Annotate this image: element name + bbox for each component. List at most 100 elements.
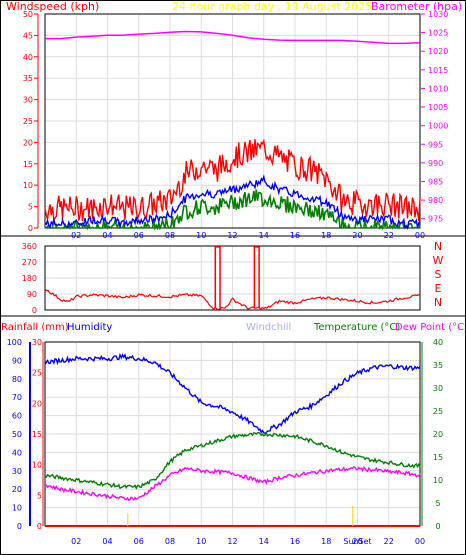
rain-tick-label: 0	[37, 522, 42, 531]
x-tick-label: 06	[134, 231, 144, 240]
temp-legend: Rainfall (mm)Humidity Windchill Temperatur…	[1, 322, 466, 333]
direction-series	[44, 246, 421, 311]
windspeed-tick-labels: 0 5 10 15 20 25 30 35 40 45 50	[23, 10, 39, 233]
x-tick-label: 10	[196, 231, 206, 240]
x-tick-label: 00	[415, 537, 425, 546]
humidity-tick-label: 100	[7, 338, 22, 347]
temp-grid	[45, 342, 421, 526]
humidity-tick-labels: 0 10 20 30 40 50 60 70 80 90 100	[7, 338, 31, 531]
windspeed-tick-label: 25	[23, 117, 33, 126]
barometer-axis-label: Barometer (hpa)	[371, 0, 462, 13]
temperature-tick-label: 25	[433, 407, 443, 416]
barometer-tick-label: 1020	[428, 47, 448, 56]
windspeed-tick-label: 10	[23, 181, 33, 190]
x-tick-label: 16	[290, 231, 300, 240]
temperature-tick-label: 0	[435, 522, 440, 531]
temperature-tick-label: 30	[433, 384, 443, 393]
windspeed-tick-label: 35	[23, 74, 33, 83]
legend-entry: Temperature (°C)	[313, 322, 400, 333]
temperature-tick-label: 15	[433, 453, 443, 462]
compass-label: E	[435, 282, 442, 295]
x-tick-label: 06	[134, 537, 144, 546]
wind-direction-line	[44, 288, 421, 311]
humidity-tick-label: 90	[12, 356, 22, 365]
x-tick-label: 08	[165, 231, 175, 240]
temperature-tick-label: 10	[433, 476, 443, 485]
x-tick-label: 14	[259, 231, 269, 240]
x-tick-label: 08	[165, 537, 175, 546]
windspeed-tick-label: 40	[23, 53, 33, 62]
barometer-tick-label: 995	[428, 140, 443, 149]
barometer-tick-label: 1005	[428, 103, 448, 112]
wind-series	[44, 30, 421, 231]
x-tick-label: 12	[227, 231, 237, 240]
rain-tick-label: 5	[37, 491, 42, 500]
direction-tick-label: 270	[22, 258, 37, 267]
x-tick-label: 14	[259, 537, 269, 546]
humidity-tick-label: 20	[12, 485, 22, 494]
humidity-tick-label: 40	[12, 448, 22, 457]
rain-tick-label: 30	[32, 338, 42, 347]
x-tick-label: 22	[384, 537, 394, 546]
rain-tick-label: 25	[32, 369, 42, 378]
x-tick-label: 10	[196, 537, 206, 546]
direction-tick-label: 360	[22, 242, 37, 251]
rain-tick-label: 20	[32, 399, 42, 408]
windspeed-tick-label: 20	[23, 138, 33, 147]
barometer-tick-label: 990	[428, 159, 443, 168]
barometer-tick-label: 1030	[428, 10, 448, 19]
x-tick-label: 16	[290, 537, 300, 546]
barometer-tick-label: 975	[428, 215, 443, 224]
humidity-tick-label: 50	[12, 430, 22, 439]
rain-tick-labels: 0 5 10 15 20 25 30	[32, 338, 44, 531]
windspeed-tick-label: 5	[28, 203, 33, 212]
compass-label: N	[434, 296, 442, 309]
windspeed-tick-label: 50	[23, 10, 33, 19]
direction-tick-label: 180	[22, 274, 37, 283]
direction-plot-border	[44, 245, 421, 311]
wind-x-tick-labels: 02 04 06 08 10 12 14 16 18 20 22 00	[71, 231, 425, 240]
legend-entry: Windchill	[246, 322, 291, 333]
barometer-line	[45, 30, 421, 45]
rain-tick-label: 15	[32, 430, 42, 439]
x-tick-label: 02	[71, 537, 81, 546]
x-tick-label: 04	[102, 537, 112, 546]
temp-series	[44, 352, 421, 527]
windspeed-tick-label: 0	[28, 224, 33, 233]
humidity-line	[44, 352, 421, 434]
temperature-tick-label: 35	[433, 361, 443, 370]
temperature-tick-label: 20	[433, 430, 443, 439]
wind-low-line	[44, 189, 421, 231]
humidity-tick-label: 60	[12, 412, 22, 421]
windspeed-tick-label: 30	[23, 96, 33, 105]
dewpoint-line	[44, 466, 421, 502]
legend-entry: Dew Point (°C)	[395, 322, 466, 333]
barometer-tick-label: 980	[428, 196, 443, 205]
legend-entry: Rainfall (mm)	[1, 322, 69, 333]
x-tick-label: 18	[321, 231, 331, 240]
temperature-tick-label: 40	[433, 338, 443, 347]
wind-direction-spike	[253, 246, 260, 309]
humidity-tick-label: 80	[12, 375, 22, 384]
x-tick-label: SunSet	[343, 537, 371, 546]
direction-tick-label: 90	[27, 290, 37, 299]
barometer-tick-labels: 975 980 985 990 995 1000 1005 1010 1015 1020 1025 1…	[421, 10, 448, 224]
wind-gust-line	[44, 138, 421, 222]
compass-label: W	[433, 254, 444, 267]
barometer-tick-label: 1010	[428, 84, 448, 93]
wind-direction-spike	[214, 246, 221, 309]
humidity-tick-label: 10	[12, 504, 22, 513]
temperature-line	[44, 431, 421, 491]
humidity-tick-label: 0	[17, 522, 22, 531]
direction-tick-label: 0	[32, 306, 37, 315]
x-tick-label: 12	[227, 537, 237, 546]
wind-avg-line	[44, 174, 421, 230]
x-tick-label: 18	[321, 537, 331, 546]
temperature-tick-labels: 0 5 10 15 20 25 30 35 40	[421, 338, 443, 531]
x-tick-label: 20	[352, 231, 362, 240]
x-tick-label: 02	[71, 231, 81, 240]
barometer-tick-label: 1015	[428, 66, 448, 75]
barometer-tick-label: 1025	[428, 29, 448, 38]
